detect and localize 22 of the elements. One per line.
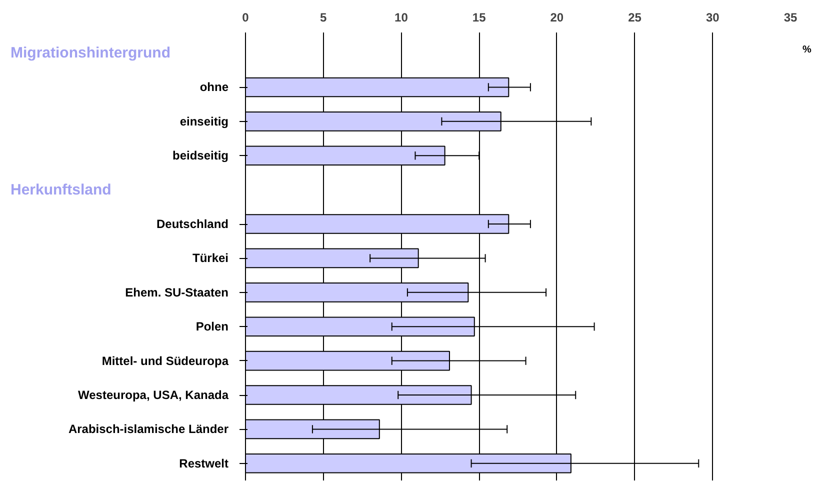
x-tick-label: 35	[784, 10, 798, 24]
y-tick-label: Westeuropa, USA, Kanada	[78, 388, 229, 402]
y-tick-label: Mittel- und Südeuropa	[102, 354, 229, 368]
y-tick-label: Türkei	[192, 251, 229, 266]
x-axis-title: %	[802, 44, 812, 56]
x-tick-label: 10	[394, 10, 408, 24]
x-tick-label: 0	[242, 10, 250, 24]
x-tick-label: 20	[550, 10, 564, 24]
x-tick-label: 15	[472, 10, 486, 24]
x-tick-label: 25	[628, 10, 642, 24]
y-tick-label: ohne	[200, 80, 229, 94]
y-tick-label: Polen	[196, 320, 228, 334]
y-tick-label: Ehem. SU-Staaten	[125, 285, 228, 300]
y-tick-label: Restwelt	[179, 456, 229, 470]
text: Herkunftsland	[10, 181, 112, 198]
y-tick-label: Arabisch-islamische Länder	[68, 422, 229, 436]
y-tick-label: beidseitig	[172, 148, 229, 163]
x-tick-label: 30	[706, 10, 720, 24]
y-tick-label: Deutschland	[156, 217, 229, 232]
text: Migrationshintergrund	[10, 44, 170, 62]
x-tick-label: 5	[320, 10, 328, 24]
y-tick-label: einseitig	[180, 114, 229, 128]
